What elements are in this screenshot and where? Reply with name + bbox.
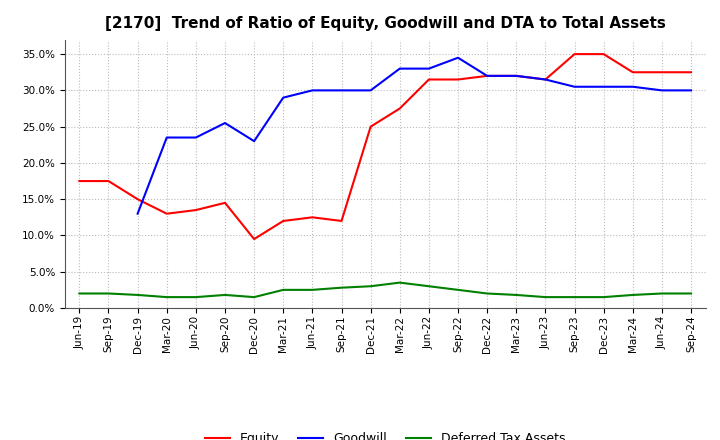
Goodwill: [483, 73, 492, 78]
Goodwill: [454, 55, 462, 60]
Deferred Tax Assets: [512, 292, 521, 297]
Deferred Tax Assets: [629, 292, 637, 297]
Goodwill: [366, 88, 375, 93]
Equity: [75, 178, 84, 183]
Goodwill: [192, 135, 200, 140]
Line: Goodwill: Goodwill: [138, 58, 691, 214]
Equity: [454, 77, 462, 82]
Deferred Tax Assets: [395, 280, 404, 285]
Deferred Tax Assets: [366, 284, 375, 289]
Equity: [279, 218, 287, 224]
Deferred Tax Assets: [220, 292, 229, 297]
Deferred Tax Assets: [425, 284, 433, 289]
Deferred Tax Assets: [308, 287, 317, 293]
Equity: [133, 197, 142, 202]
Equity: [366, 124, 375, 129]
Equity: [483, 73, 492, 78]
Deferred Tax Assets: [163, 294, 171, 300]
Goodwill: [250, 139, 258, 144]
Goodwill: [337, 88, 346, 93]
Equity: [541, 77, 550, 82]
Goodwill: [599, 84, 608, 89]
Equity: [425, 77, 433, 82]
Goodwill: [220, 121, 229, 126]
Goodwill: [687, 88, 696, 93]
Goodwill: [512, 73, 521, 78]
Deferred Tax Assets: [337, 285, 346, 290]
Equity: [687, 70, 696, 75]
Deferred Tax Assets: [279, 287, 287, 293]
Deferred Tax Assets: [133, 292, 142, 297]
Goodwill: [425, 66, 433, 71]
Equity: [599, 51, 608, 57]
Deferred Tax Assets: [687, 291, 696, 296]
Equity: [629, 70, 637, 75]
Equity: [163, 211, 171, 216]
Equity: [308, 215, 317, 220]
Deferred Tax Assets: [599, 294, 608, 300]
Deferred Tax Assets: [104, 291, 113, 296]
Deferred Tax Assets: [454, 287, 462, 293]
Equity: [570, 51, 579, 57]
Equity: [220, 200, 229, 205]
Deferred Tax Assets: [250, 294, 258, 300]
Goodwill: [395, 66, 404, 71]
Goodwill: [629, 84, 637, 89]
Deferred Tax Assets: [483, 291, 492, 296]
Goodwill: [163, 135, 171, 140]
Goodwill: [570, 84, 579, 89]
Line: Deferred Tax Assets: Deferred Tax Assets: [79, 282, 691, 297]
Goodwill: [133, 211, 142, 216]
Deferred Tax Assets: [657, 291, 666, 296]
Deferred Tax Assets: [570, 294, 579, 300]
Equity: [337, 218, 346, 224]
Goodwill: [308, 88, 317, 93]
Equity: [250, 236, 258, 242]
Legend: Equity, Goodwill, Deferred Tax Assets: Equity, Goodwill, Deferred Tax Assets: [200, 427, 570, 440]
Goodwill: [657, 88, 666, 93]
Equity: [192, 207, 200, 213]
Goodwill: [541, 77, 550, 82]
Equity: [512, 73, 521, 78]
Deferred Tax Assets: [192, 294, 200, 300]
Line: Equity: Equity: [79, 54, 691, 239]
Equity: [657, 70, 666, 75]
Goodwill: [279, 95, 287, 100]
Deferred Tax Assets: [75, 291, 84, 296]
Deferred Tax Assets: [541, 294, 550, 300]
Equity: [395, 106, 404, 111]
Title: [2170]  Trend of Ratio of Equity, Goodwill and DTA to Total Assets: [2170] Trend of Ratio of Equity, Goodwil…: [105, 16, 665, 32]
Equity: [104, 178, 113, 183]
